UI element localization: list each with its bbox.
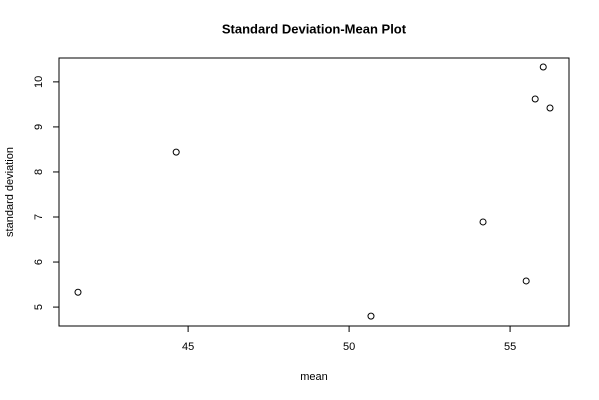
point xyxy=(546,104,554,112)
y-tick-label: 8 xyxy=(33,169,45,175)
x-axis-label: mean xyxy=(300,371,328,383)
y-tick-label: 6 xyxy=(33,259,45,265)
y-tick-label: 9 xyxy=(33,124,45,130)
point xyxy=(522,277,530,285)
point xyxy=(531,95,539,103)
y-tick-label: 10 xyxy=(33,76,45,88)
point xyxy=(479,218,487,226)
plot-box xyxy=(58,57,570,327)
point xyxy=(539,63,547,71)
point xyxy=(172,148,180,156)
chart-title: Standard Deviation-Mean Plot xyxy=(222,21,407,36)
x-tick-label: 45 xyxy=(182,341,194,353)
point xyxy=(74,288,82,296)
y-tick-label: 7 xyxy=(33,214,45,220)
x-tick-label: 50 xyxy=(343,341,355,353)
point xyxy=(367,312,375,320)
y-tick-label: 5 xyxy=(33,304,45,310)
x-tick-label: 55 xyxy=(504,341,516,353)
y-axis-label: standard deviation xyxy=(4,147,16,237)
